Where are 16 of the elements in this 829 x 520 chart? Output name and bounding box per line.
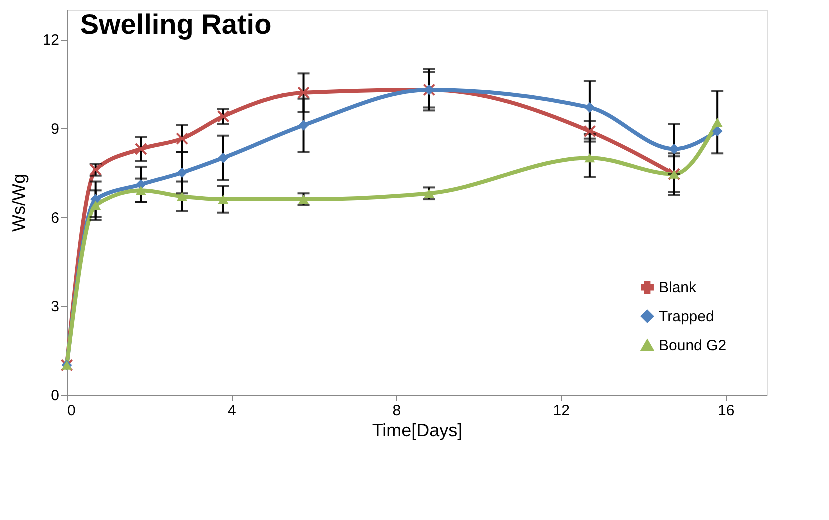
x-tick-label: 8 (392, 402, 402, 420)
y-tick-label: 6 (51, 210, 60, 227)
x-tick-label: 16 (718, 402, 735, 420)
y-tick-label: 12 (42, 32, 60, 50)
legend-label: Bound G2 (659, 338, 727, 354)
x-axis-title: Time[Days] (372, 420, 463, 440)
y-axis-title: Ws/Wg (8, 174, 29, 232)
legend-label: Trapped (659, 308, 714, 326)
legend-label: Blank (659, 280, 698, 296)
y-tick-label: 9 (51, 120, 60, 138)
x-tick-label: 0 (68, 402, 76, 420)
y-tick-label: 0 (51, 388, 60, 404)
x-tick-label: 4 (228, 402, 236, 420)
x-tick-label: 12 (553, 402, 570, 420)
chart-title: Swelling Ratio (80, 9, 272, 40)
y-tick-label: 3 (51, 298, 60, 316)
